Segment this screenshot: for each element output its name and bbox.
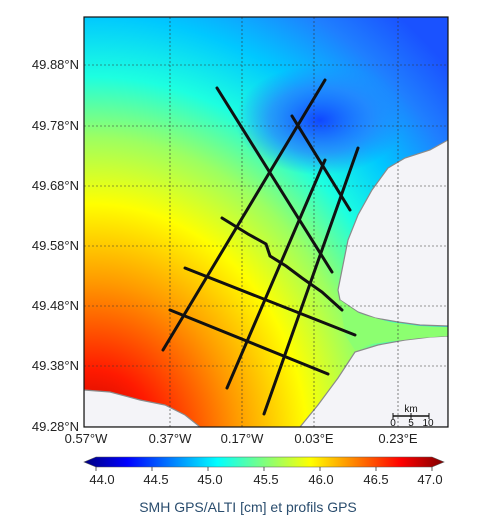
lat-label: 49.28°N [32, 419, 79, 434]
gps-profiles [161, 78, 360, 416]
lat-label: 49.78°N [32, 118, 79, 133]
lon-label: 0.17°W [221, 431, 265, 446]
latitude-axis: 49.88°N 49.78°N 49.68°N 49.58°N 49.48°N … [32, 57, 79, 434]
gps-profile [215, 86, 334, 274]
colorbar-tick: 44.5 [143, 472, 168, 487]
scale-tick: 0 [390, 418, 396, 429]
lat-label: 49.58°N [32, 238, 79, 253]
lon-label: 0.23°E [378, 431, 418, 446]
land-northeast [337, 139, 448, 327]
gps-profile [220, 216, 344, 312]
figure-caption: SMH GPS/ALTI [cm] et profils GPS [139, 499, 357, 515]
map-frame [83, 16, 449, 428]
land-southeast [299, 335, 448, 427]
scale-tick: 5 [408, 418, 414, 429]
gps-profile [183, 266, 357, 337]
gps-profile [168, 308, 330, 376]
scale-tick: 10 [422, 418, 434, 429]
lat-label: 49.48°N [32, 298, 79, 313]
land-south [84, 389, 201, 427]
colorbar-tick: 44.0 [89, 472, 114, 487]
scale-unit: km [404, 404, 417, 415]
longitude-axis: 0.57°W 0.37°W 0.17°W 0.03°E 0.23°E [65, 431, 418, 446]
colorbar-tick: 46.5 [363, 472, 388, 487]
colorbar: 44.0 44.5 45.0 45.5 46.0 46.5 47.0 [83, 456, 445, 487]
gps-profile [161, 78, 327, 352]
lon-label: 0.57°W [65, 431, 109, 446]
lat-label: 49.38°N [32, 358, 79, 373]
estuary-water [340, 300, 448, 350]
colorbar-tick: 46.0 [308, 472, 333, 487]
lat-label: 49.68°N [32, 178, 79, 193]
lon-label: 0.03°E [294, 431, 334, 446]
lon-label: 0.37°W [149, 431, 193, 446]
colorbar-bar [83, 456, 445, 468]
map-grid [84, 17, 448, 427]
gps-profile [262, 146, 360, 416]
lat-label: 49.88°N [32, 57, 79, 72]
scale-bar: km 0 5 10 [390, 404, 434, 429]
colorbar-tick: 47.0 [417, 472, 442, 487]
gps-profile [225, 158, 327, 390]
low-value-area [235, 65, 405, 175]
colorbar-tick: 45.5 [253, 472, 278, 487]
colorbar-tick: 45.0 [197, 472, 222, 487]
